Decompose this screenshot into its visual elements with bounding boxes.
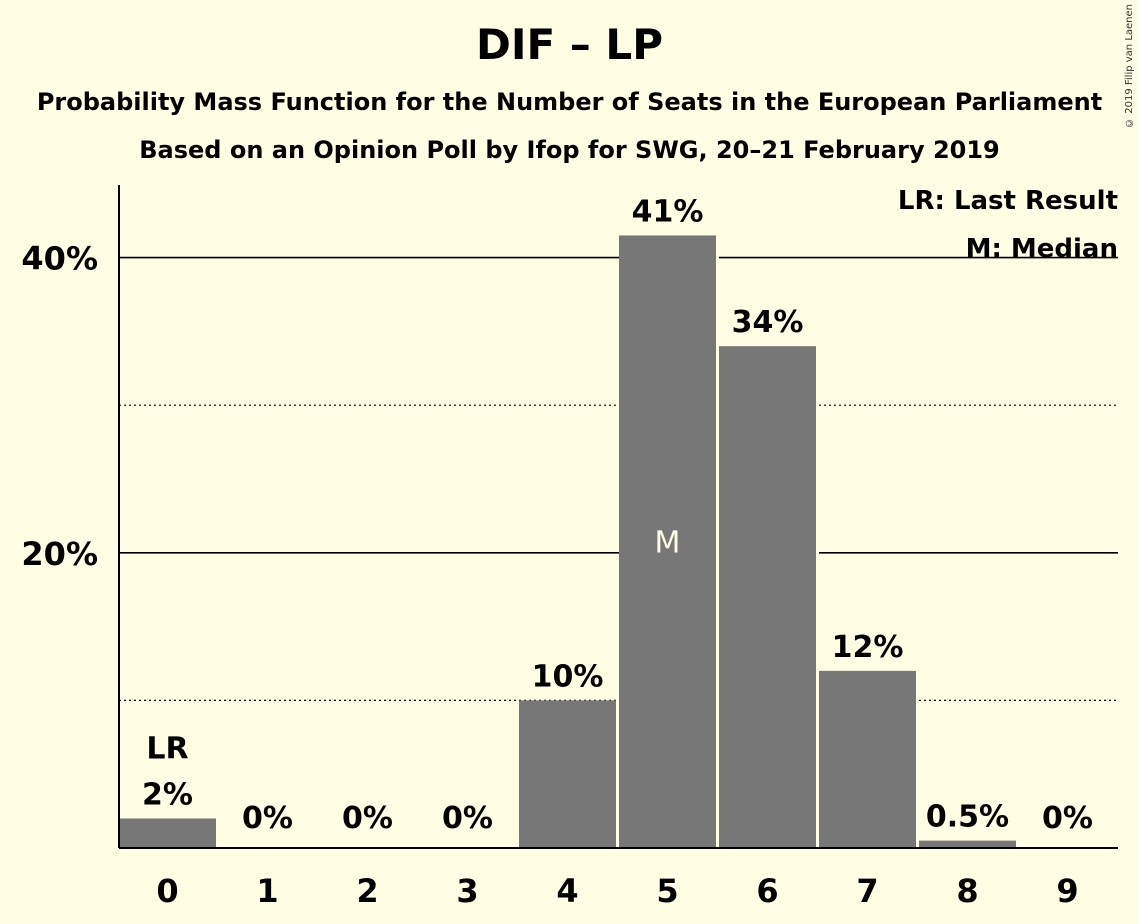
value-label: 0% [242, 801, 293, 836]
y-tick-label: 40% [21, 240, 98, 278]
value-label: 34% [732, 305, 804, 340]
x-tick-label: 5 [656, 872, 678, 910]
x-tick-label: 2 [356, 872, 378, 910]
bar-4 [519, 700, 616, 848]
value-label: 10% [532, 659, 604, 694]
bar-6 [719, 346, 816, 848]
chart-subtitle: Probability Mass Function for the Number… [36, 88, 1103, 116]
x-tick-label: 1 [256, 872, 278, 910]
x-tick-label: 3 [456, 872, 478, 910]
value-label: 0% [1042, 801, 1093, 836]
bar-7 [819, 670, 916, 848]
value-label: 12% [832, 630, 904, 665]
x-tick-label: 0 [156, 872, 178, 910]
legend-last-result: LR: Last Result [898, 186, 1118, 216]
value-label: 0% [342, 801, 393, 836]
bar-5 [619, 235, 716, 848]
x-tick-label: 6 [756, 872, 778, 910]
bar-0 [119, 818, 216, 848]
gridlines: 20% 40% [21, 240, 1118, 702]
chart-title: DIF – LP [476, 20, 663, 69]
value-label: 41% [632, 194, 704, 229]
legend-median: M: Median [966, 234, 1118, 264]
axes [118, 185, 1118, 849]
value-label: 0% [442, 801, 493, 836]
value-label: 2% [142, 777, 193, 812]
x-tick-label: 7 [856, 872, 878, 910]
y-tick-label: 20% [21, 535, 98, 573]
x-tick-label: 9 [1056, 872, 1078, 910]
median-marker: M [655, 526, 681, 561]
x-tick-label: 4 [556, 872, 578, 910]
bars [119, 235, 1019, 848]
x-tick-label: 8 [956, 872, 978, 910]
chart-subtitle-poll: Based on an Opinion Poll by Ifop for SWG… [139, 136, 1000, 164]
bar-8 [919, 840, 1016, 848]
value-label: 0.5% [926, 800, 1009, 835]
last-result-marker: LR [146, 731, 188, 766]
